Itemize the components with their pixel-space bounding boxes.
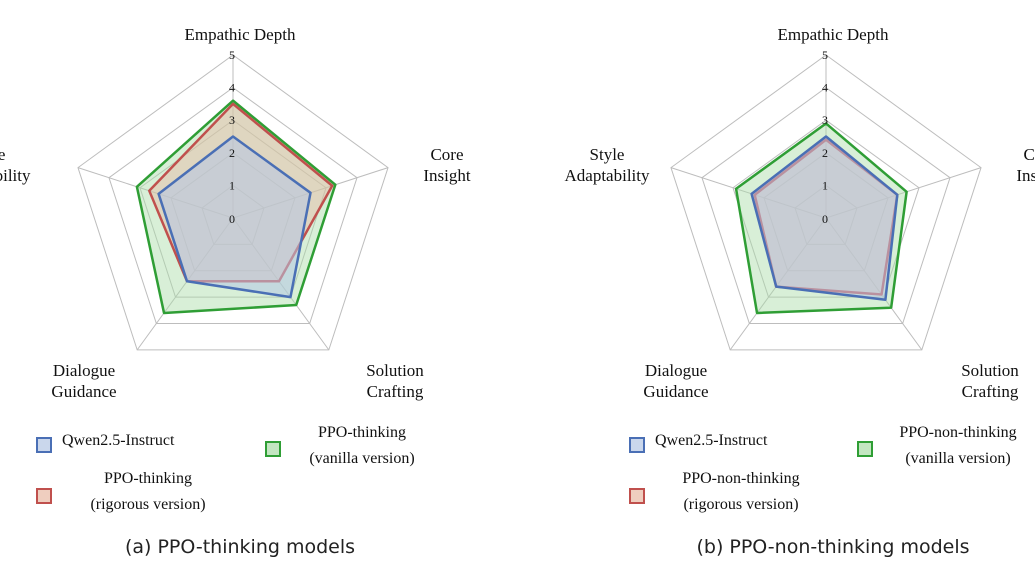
legend-label: Qwen2.5-Instruct xyxy=(655,432,768,449)
axis-label: Adaptability xyxy=(565,166,650,185)
axis-label: Style xyxy=(590,145,625,164)
legend-label: PPO-thinking xyxy=(318,424,406,441)
radar-panel-thinking: 0 1 2 3 4 5 Empathic Depth Core Insight Solution C… xyxy=(0,25,471,558)
grid-ring-3 xyxy=(139,119,327,298)
axis-label: Crafting xyxy=(367,382,424,401)
legend-label: (rigorous version) xyxy=(90,496,205,513)
legend-label: Qwen2.5-Instruct xyxy=(62,432,175,449)
tick-label: 2 xyxy=(229,146,235,160)
axis-label: Insight xyxy=(1016,166,1035,185)
axis-label: Core xyxy=(430,145,463,164)
series-polygon-qwen xyxy=(157,135,312,299)
grid-ring-3 xyxy=(732,119,920,298)
tick-label: 0 xyxy=(822,212,828,226)
tick-label: 3 xyxy=(229,113,235,127)
axis-label: Style xyxy=(0,145,5,164)
axis-label: Solution xyxy=(366,361,424,380)
legend-label: (vanilla version) xyxy=(905,450,1010,467)
grid-ring-5 xyxy=(77,54,389,351)
tick-label: 5 xyxy=(229,48,235,62)
grid-ring-4 xyxy=(701,86,951,324)
legend-swatch-rigorous xyxy=(629,488,645,504)
legend-label: (vanilla version) xyxy=(309,450,414,467)
tick-label: 5 xyxy=(822,48,828,62)
axis-label: Dialogue xyxy=(645,361,707,380)
radar-panel-non-thinking: 0 1 2 3 4 5 Empathic Depth Core Insight Solution C… xyxy=(565,25,1035,558)
panel-caption: (a) PPO-thinking models xyxy=(125,536,355,558)
axis-label: Empathic Depth xyxy=(185,25,296,44)
tick-label: 2 xyxy=(822,146,828,160)
tick-label: 1 xyxy=(229,178,235,192)
legend-label: PPO-non-thinking xyxy=(682,470,799,487)
legend-swatch-rigorous xyxy=(36,488,52,504)
grid-ring-5 xyxy=(670,54,982,351)
tick-label: 1 xyxy=(822,178,828,192)
axis-label: Adaptability xyxy=(0,166,31,185)
grid-ring-4 xyxy=(108,86,358,324)
legend-swatch-vanilla xyxy=(265,441,281,457)
panel-caption: (b) PPO-non-thinking models xyxy=(696,536,969,558)
series-polygon-qwen xyxy=(750,135,899,302)
tick-label: 4 xyxy=(229,81,235,95)
legend-label: PPO-non-thinking xyxy=(899,424,1016,441)
axis-label: Crafting xyxy=(962,382,1019,401)
axis-label: Insight xyxy=(423,166,471,185)
legend-label: PPO-thinking xyxy=(104,470,192,487)
legend-swatch-qwen xyxy=(629,437,645,453)
axis-label: Dialogue xyxy=(53,361,115,380)
legend-swatch-qwen xyxy=(36,437,52,453)
tick-label: 4 xyxy=(822,81,828,95)
legend-swatch-vanilla xyxy=(857,441,873,457)
axis-label: Guidance xyxy=(643,382,708,401)
axis-label: Solution xyxy=(961,361,1019,380)
axis-label: Empathic Depth xyxy=(778,25,889,44)
tick-label: 3 xyxy=(822,113,828,127)
axis-label: Core xyxy=(1023,145,1035,164)
tick-label: 0 xyxy=(229,212,235,226)
axis-label: Guidance xyxy=(51,382,116,401)
legend-label: (rigorous version) xyxy=(683,496,798,513)
